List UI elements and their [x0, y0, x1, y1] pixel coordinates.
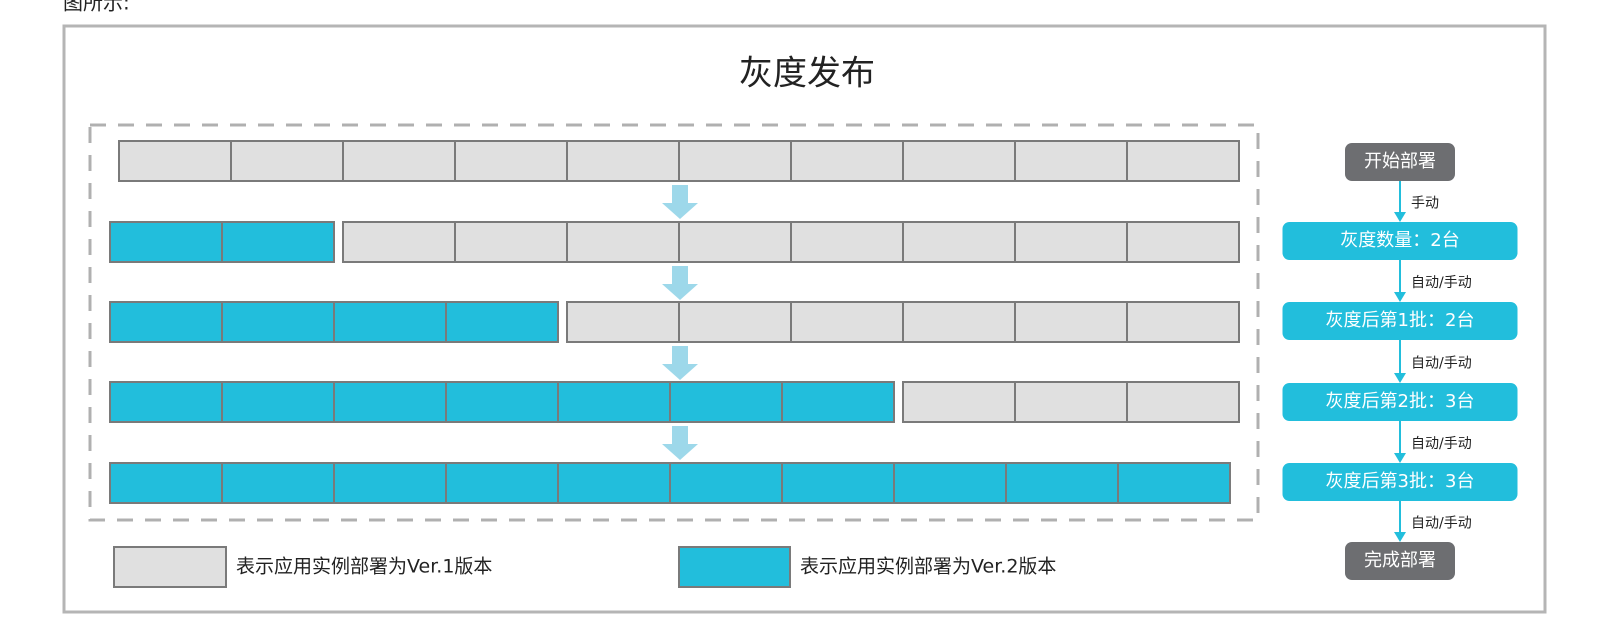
instance-old [342, 221, 456, 263]
instance-old [342, 140, 456, 182]
instance-old [790, 301, 904, 343]
instance-new [445, 462, 559, 504]
instance-new [1005, 462, 1119, 504]
instance-old [1014, 301, 1128, 343]
instance-new [333, 462, 447, 504]
legend-swatch-new [678, 546, 791, 588]
instance-new [445, 301, 559, 343]
instance-old [454, 221, 568, 263]
flow-arrowhead [1394, 212, 1406, 222]
flow-node-label: 灰度后第1批：2台 [1326, 310, 1475, 331]
step-arrow [662, 185, 698, 219]
instance-old [566, 301, 680, 343]
caption: 图所示: [63, 0, 130, 15]
instance-new [557, 381, 671, 423]
instance-new [669, 381, 783, 423]
instance-old [790, 140, 904, 182]
instance-new [221, 462, 335, 504]
instance-new [557, 462, 671, 504]
legend-label: 表示应用实例部署为Ver.2版本 [800, 556, 1056, 578]
flow-node [1282, 383, 1518, 421]
flow-node [1345, 542, 1455, 580]
flow-arrowhead [1394, 532, 1406, 542]
instance-old [902, 140, 1016, 182]
instance-old [678, 221, 792, 263]
flow-node [1345, 143, 1455, 181]
flow-arrowhead [1394, 373, 1406, 383]
instance-new [109, 462, 223, 504]
instance-new [781, 462, 895, 504]
instance-old [1014, 381, 1128, 423]
instance-old [454, 140, 568, 182]
instance-old [902, 381, 1016, 423]
legend-label: 表示应用实例部署为Ver.1版本 [236, 556, 492, 578]
instance-new [333, 381, 447, 423]
flow-arrowhead [1394, 453, 1406, 463]
instance-old [1126, 381, 1240, 423]
instance-old [902, 221, 1016, 263]
instance-new [445, 381, 559, 423]
flow-edge-label: 自动/手动 [1411, 516, 1472, 532]
flow-node-label: 灰度数量：2台 [1340, 230, 1459, 251]
instance-new [669, 462, 783, 504]
legend-swatch-old [113, 546, 227, 588]
instance-new [781, 381, 895, 423]
flow-arrowhead [1394, 292, 1406, 302]
instance-new [221, 301, 335, 343]
instance-old [678, 140, 792, 182]
instance-old [902, 301, 1016, 343]
instance-old [230, 140, 344, 182]
instance-old [1126, 140, 1240, 182]
step-arrow [662, 346, 698, 380]
instance-old [118, 140, 232, 182]
flow-node-label: 灰度后第2批：3台 [1326, 391, 1475, 412]
instance-new [109, 301, 223, 343]
instance-old [566, 221, 680, 263]
instance-new [221, 381, 335, 423]
instance-new [221, 221, 335, 263]
instance-old [1126, 301, 1240, 343]
instance-old [566, 140, 680, 182]
title: 灰度发布 [739, 54, 875, 94]
instance-new [1117, 462, 1231, 504]
flow-node-label: 完成部署 [1364, 550, 1436, 571]
instance-new [109, 221, 223, 263]
instance-old [790, 221, 904, 263]
instance-new [893, 462, 1007, 504]
flow-node-label: 开始部署 [1364, 151, 1436, 172]
flow-node [1282, 222, 1518, 260]
instance-old [1014, 140, 1128, 182]
instance-new [109, 381, 223, 423]
flow-edge-label: 自动/手动 [1411, 275, 1472, 291]
instance-old [1014, 221, 1128, 263]
flow: 开始部署灰度数量：2台灰度后第1批：2台灰度后第2批：3台灰度后第3批：3台完成… [1282, 143, 1518, 580]
instance-new [333, 301, 447, 343]
flow-edge-label: 自动/手动 [1411, 436, 1472, 452]
flow-node [1282, 463, 1518, 501]
step-arrow [662, 426, 698, 460]
flow-edge-label: 自动/手动 [1411, 356, 1472, 372]
instance-old [678, 301, 792, 343]
flow-node-label: 灰度后第3批：3台 [1326, 471, 1475, 492]
rows [109, 140, 1240, 504]
flow-node [1282, 302, 1518, 340]
instance-old [1126, 221, 1240, 263]
step-arrow [662, 266, 698, 300]
frame [62, 24, 1547, 614]
flow-edge-label: 手动 [1411, 196, 1439, 212]
